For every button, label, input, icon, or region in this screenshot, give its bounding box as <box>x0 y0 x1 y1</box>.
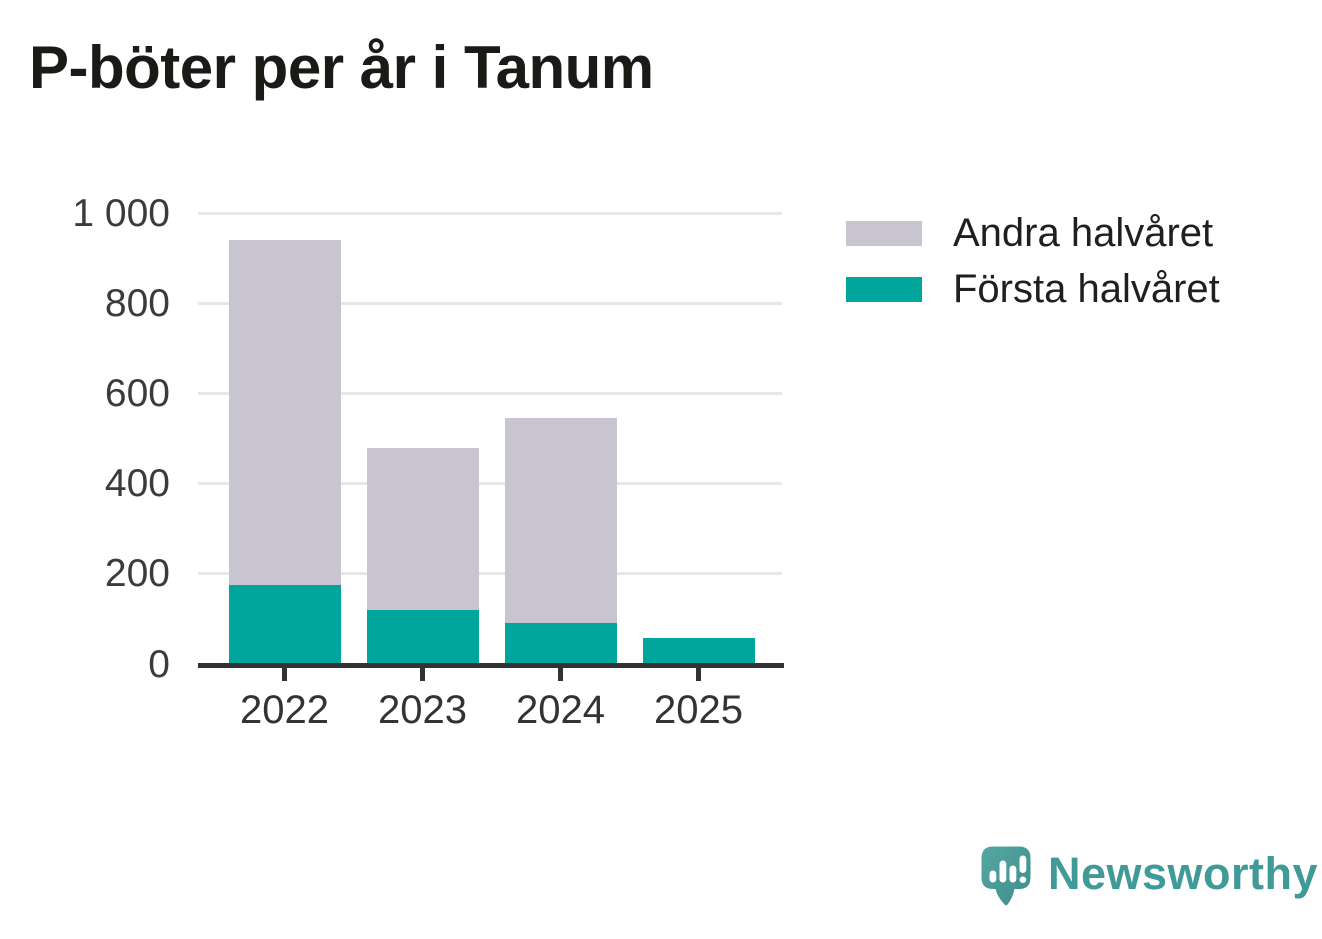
legend-row: Andra halvåret <box>846 205 1220 261</box>
x-tick-2024 <box>558 668 563 681</box>
y-tick-label-0: 0 <box>148 642 170 686</box>
newsworthy-logo: Newsworthy <box>981 846 1318 910</box>
x-axis-line <box>198 663 784 668</box>
bar-2023-second-half <box>366 447 479 610</box>
bar-2022-second-half <box>228 240 341 586</box>
chart-title: P-böter per år i Tanum <box>29 34 654 101</box>
y-tick-label-800: 800 <box>104 281 170 325</box>
bar-2023-first-half <box>366 609 479 664</box>
x-tick-2025 <box>696 668 701 681</box>
x-tick-label-2023: 2023 <box>378 688 467 732</box>
logo-exclamation-dot <box>1019 876 1027 883</box>
legend-label: Första halvåret <box>953 266 1220 311</box>
legend-swatch <box>846 276 922 302</box>
x-tick-label-2025: 2025 <box>654 688 743 732</box>
gridline-800 <box>198 301 782 305</box>
logo-bar-small <box>989 870 997 883</box>
y-tick-label-600: 600 <box>104 371 170 415</box>
legend-label: Andra halvåret <box>953 210 1214 255</box>
bar-2025-first-half <box>642 637 755 664</box>
y-tick-label-400: 400 <box>104 462 170 506</box>
gridline-400 <box>198 482 782 486</box>
newsworthy-logo-icon <box>981 846 1031 906</box>
bar-2024-first-half <box>504 623 617 664</box>
legend: Andra halvåret Första halvåret <box>846 205 1220 317</box>
bar-2022-first-half <box>228 585 341 664</box>
gridline-600 <box>198 391 782 395</box>
x-tick-label-2022: 2022 <box>240 688 329 732</box>
x-tick-2022 <box>282 668 287 681</box>
logo-exclamation-bar <box>1019 855 1027 873</box>
newsworthy-logo-text: Newsworthy <box>1048 848 1319 899</box>
legend-row: Första halvåret <box>846 261 1220 317</box>
logo-bar-medium <box>1009 865 1017 883</box>
x-tick-label-2024: 2024 <box>516 688 605 732</box>
legend-swatch <box>846 220 922 246</box>
bar-2024-second-half <box>504 418 617 624</box>
gridline-1000 <box>198 211 782 215</box>
gridline-200 <box>198 572 782 576</box>
logo-bar-tall <box>999 860 1007 883</box>
y-tick-label-1000: 1 000 <box>72 191 170 235</box>
x-tick-2023 <box>420 668 425 681</box>
y-tick-label-200: 200 <box>104 552 170 596</box>
